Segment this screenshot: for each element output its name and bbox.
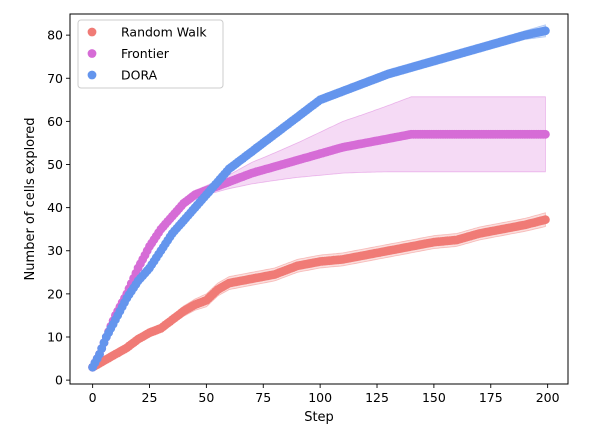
- x-tick-label: 25: [142, 390, 158, 405]
- series-dora: [88, 26, 550, 372]
- y-tick-label: 70: [47, 71, 63, 86]
- y-tick-label: 80: [47, 28, 63, 43]
- y-tick-label: 50: [47, 157, 63, 172]
- data-point: [541, 26, 550, 36]
- plot-area: [88, 24, 550, 372]
- series-random-walk: [88, 215, 550, 372]
- axes-frame: [69, 13, 569, 385]
- y-tick-label: 30: [47, 243, 63, 258]
- x-axis: 0 25 50 75 100 125 150 175 200: [89, 384, 560, 405]
- y-tick-label: 10: [47, 329, 63, 344]
- x-tick-label: 200: [536, 390, 560, 405]
- data-point: [541, 215, 550, 225]
- y-axis: 0 10 20 30 40 50 60 70 80: [47, 28, 70, 388]
- series-frontier: [88, 129, 550, 372]
- x-tick-label: 150: [422, 390, 446, 405]
- x-tick-label: 0: [89, 390, 97, 405]
- data-point: [541, 129, 550, 139]
- legend-box: [77, 19, 224, 89]
- x-tick-label: 125: [365, 390, 389, 405]
- y-tick-label: 40: [47, 200, 63, 215]
- legend-marker: [87, 49, 97, 58]
- legend-marker: [87, 70, 97, 80]
- legend-marker: [87, 27, 97, 37]
- x-tick-label: 75: [255, 390, 271, 405]
- y-axis-label: Number of cells explored: [23, 118, 38, 281]
- legend-label: DORA: [121, 68, 158, 83]
- y-tick-label: 20: [47, 286, 63, 301]
- x-axis-label: Step: [304, 410, 334, 425]
- legend-label: Frontier: [121, 46, 170, 61]
- legend-label: Random Walk: [121, 25, 207, 40]
- legend: Random Walk Frontier DORA: [77, 19, 224, 89]
- x-tick-label: 50: [198, 390, 214, 405]
- y-tick-label: 60: [47, 114, 63, 129]
- x-tick-label: 175: [479, 390, 503, 405]
- x-tick-label: 100: [308, 390, 332, 405]
- y-tick-label: 0: [55, 373, 63, 388]
